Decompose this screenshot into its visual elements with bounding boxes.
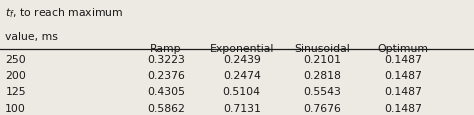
Text: 0.3223: 0.3223	[147, 55, 185, 64]
Text: 0.2474: 0.2474	[223, 71, 261, 80]
Text: 0.5104: 0.5104	[223, 87, 261, 97]
Text: Ramp: Ramp	[150, 44, 182, 54]
Text: 0.2376: 0.2376	[147, 71, 185, 80]
Text: $t_f$, to reach maximum: $t_f$, to reach maximum	[5, 6, 123, 19]
Text: 0.7131: 0.7131	[223, 103, 261, 113]
Text: 0.1487: 0.1487	[384, 87, 422, 97]
Text: Optimum: Optimum	[377, 44, 428, 54]
Text: 0.2101: 0.2101	[303, 55, 341, 64]
Text: 0.2439: 0.2439	[223, 55, 261, 64]
Text: 200: 200	[5, 71, 26, 80]
Text: 250: 250	[5, 55, 26, 64]
Text: Sinusoidal: Sinusoidal	[294, 44, 350, 54]
Text: 0.1487: 0.1487	[384, 103, 422, 113]
Text: 0.2818: 0.2818	[303, 71, 341, 80]
Text: 0.7676: 0.7676	[303, 103, 341, 113]
Text: value, ms: value, ms	[5, 32, 58, 42]
Text: 125: 125	[5, 87, 26, 97]
Text: 0.1487: 0.1487	[384, 55, 422, 64]
Text: 100: 100	[5, 103, 26, 113]
Text: 0.5543: 0.5543	[303, 87, 341, 97]
Text: Exponential: Exponential	[210, 44, 274, 54]
Text: 0.1487: 0.1487	[384, 71, 422, 80]
Text: 0.4305: 0.4305	[147, 87, 185, 97]
Text: 0.5862: 0.5862	[147, 103, 185, 113]
